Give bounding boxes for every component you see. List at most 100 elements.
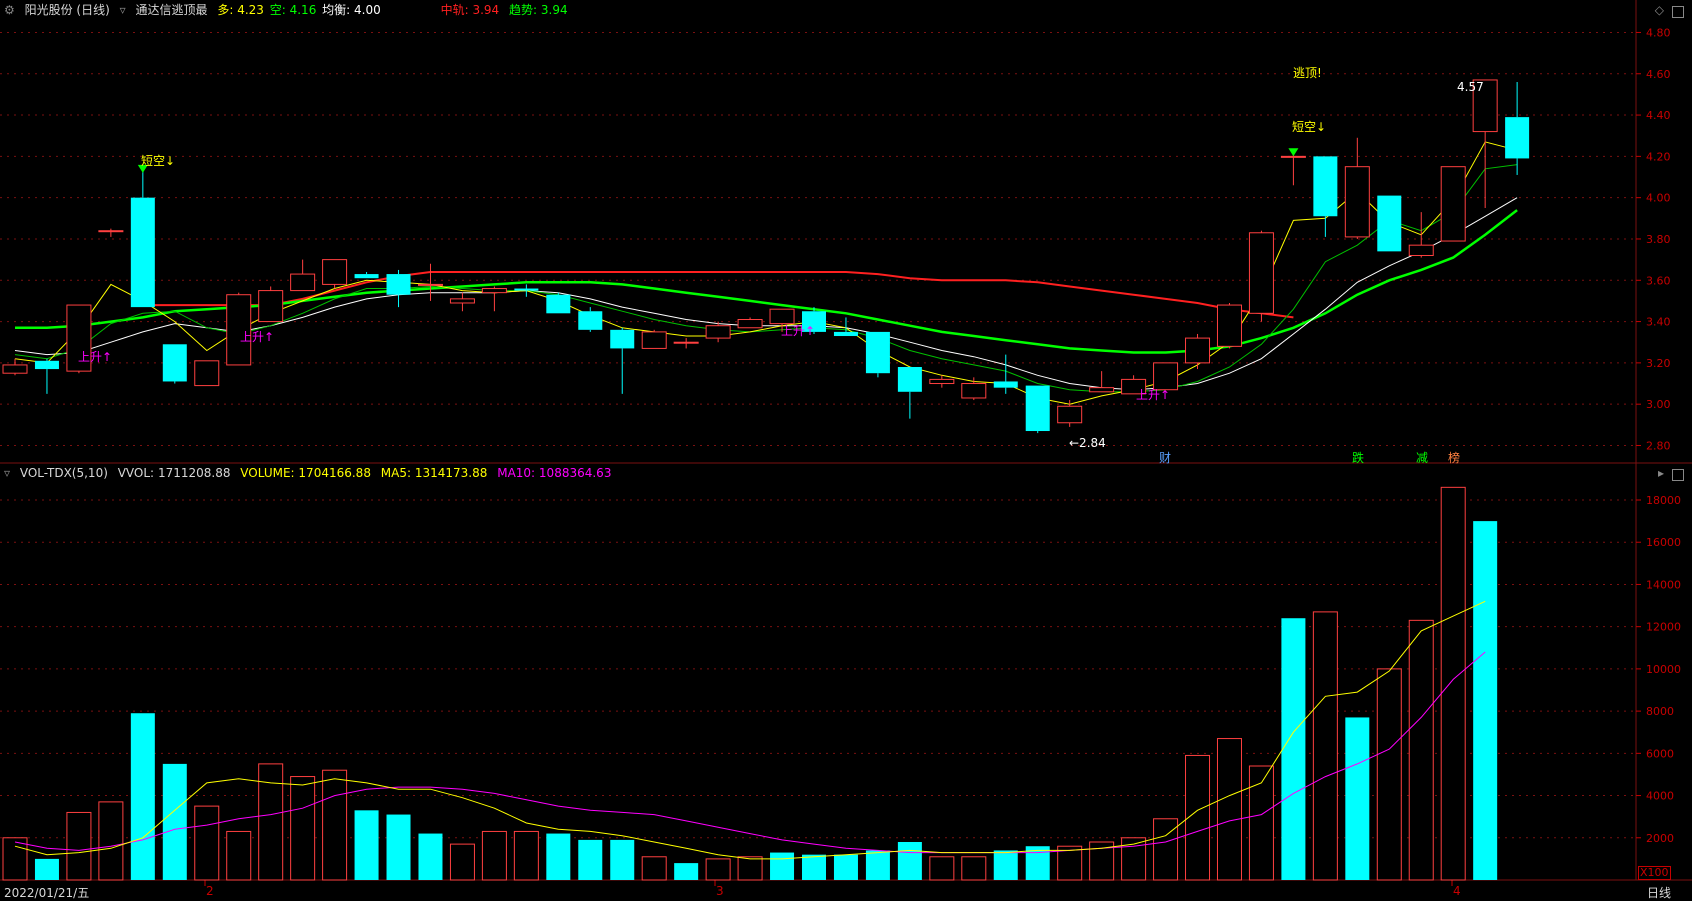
candle-body	[546, 294, 571, 314]
volume-bar	[1153, 818, 1179, 881]
volume-value: 1704166.88	[298, 466, 371, 480]
volume-bar	[386, 814, 411, 880]
volume-bar	[354, 810, 379, 880]
volume-tick-label: 4000	[1646, 790, 1674, 803]
kong-label: 空:	[269, 3, 286, 17]
volume-ma5-line	[14, 600, 1486, 860]
candle-body	[1408, 244, 1434, 256]
volume-bar	[98, 801, 124, 881]
candle-body	[1280, 155, 1306, 158]
candle-body	[1440, 166, 1466, 242]
candle-body	[481, 288, 507, 294]
candle-body	[1121, 378, 1147, 395]
collapse-icon[interactable]: ▿	[4, 466, 11, 480]
event-cai[interactable]: 财	[1159, 451, 1172, 465]
stock-title[interactable]: 阳光股份 (日线)	[24, 3, 110, 17]
volume-bar	[833, 854, 858, 880]
volume-maximize-button[interactable]	[1672, 469, 1684, 481]
candle-body	[897, 367, 922, 392]
escape-top-signal: 逃顶!	[1293, 66, 1322, 80]
kong-value: 4.16	[289, 3, 317, 17]
price-tick-label: 4.00	[1646, 192, 1671, 205]
volume-bar	[2, 837, 28, 881]
event-bang[interactable]: 榜	[1448, 451, 1461, 465]
candle-body	[865, 331, 890, 374]
candle-body	[1153, 362, 1179, 391]
volume-bar	[481, 830, 507, 881]
period-label[interactable]: 日线	[1647, 886, 1672, 900]
volume-bar	[674, 863, 699, 880]
maximize-button[interactable]	[1672, 6, 1684, 18]
price-tick-label: 3.40	[1646, 316, 1671, 329]
volume-bar	[1345, 717, 1370, 880]
low-price-label: ←2.84	[1069, 436, 1106, 450]
candle-body	[1025, 385, 1050, 432]
indicator-icon[interactable]: ▿	[119, 3, 126, 17]
month-mark-3: 3	[716, 884, 724, 898]
candle-body	[993, 381, 1018, 388]
volume-bar	[929, 856, 955, 881]
settings-icon[interactable]: ⚙	[4, 3, 15, 17]
candle-body	[98, 230, 124, 233]
vol-indicator-name[interactable]: VOL-TDX(5,10)	[19, 466, 108, 480]
ma5-label: MA5:	[380, 466, 412, 480]
candle-body	[1248, 232, 1274, 314]
ma10-label: MA10:	[497, 466, 536, 480]
volume-bar	[1057, 845, 1083, 881]
volume-bar	[418, 833, 443, 880]
candle-body	[737, 319, 763, 329]
month-mark-2: 2	[206, 884, 214, 898]
volume-bar	[610, 839, 635, 880]
event-die[interactable]: 跌	[1352, 451, 1365, 465]
volume-ma10-line	[14, 651, 1486, 854]
candle-body	[769, 308, 795, 325]
candle-body	[130, 197, 155, 308]
vvol-value: 1711208.88	[157, 466, 231, 480]
candle-body	[162, 344, 187, 382]
candle-body	[34, 360, 59, 370]
zhonggui-label: 中轨:	[440, 3, 469, 17]
event-jian[interactable]: 减	[1416, 451, 1429, 465]
candle-body	[1185, 337, 1211, 364]
volume-tick-label: 6000	[1646, 747, 1674, 760]
zhonggui-value: 3.94	[472, 3, 500, 17]
expand-icon[interactable]: ▸	[1657, 466, 1664, 480]
indicator-name[interactable]: 通达信逃顶最	[135, 3, 208, 17]
candle-body	[673, 341, 699, 344]
short-line	[14, 164, 1518, 393]
candle-body	[1216, 304, 1242, 347]
vvol-label: VVOL:	[117, 466, 155, 480]
candle-body	[258, 290, 284, 323]
candle-body	[705, 325, 731, 339]
short-sell-signal-2: 短空↓	[1292, 120, 1327, 134]
volume-bar	[865, 850, 890, 880]
candle-body	[354, 274, 379, 279]
price-tick-label: 4.40	[1646, 109, 1671, 122]
candle-body	[1344, 166, 1370, 238]
candle-body	[1505, 117, 1530, 159]
short-sell-arrow	[137, 164, 148, 173]
candle-body	[929, 378, 955, 385]
price-tick-label: 3.80	[1646, 233, 1671, 246]
candle-body	[514, 288, 539, 291]
price-tick-label: 4.80	[1646, 26, 1671, 39]
high-price-label: 4.57	[1457, 80, 1484, 94]
candle-body	[1377, 195, 1402, 252]
volume-bar	[961, 856, 987, 881]
volume-tick-label: 18000	[1646, 494, 1681, 507]
candle-body	[1057, 405, 1083, 424]
volume-bar	[993, 850, 1018, 880]
volume-bar	[641, 856, 667, 881]
candle-body	[802, 311, 826, 332]
volume-bar	[1440, 486, 1466, 881]
candle-body	[578, 311, 603, 330]
volume-header: ▿ VOL-TDX(5,10) VVOL: 1711208.88 VOLUME:…	[4, 465, 617, 481]
price-tick-label: 3.00	[1646, 398, 1671, 411]
volume-unit-label: X100	[1638, 866, 1671, 880]
volume-tick-label: 8000	[1646, 705, 1674, 718]
volume-tick-label: 12000	[1646, 621, 1681, 634]
volume-bar	[513, 830, 539, 881]
volume-bar	[1248, 765, 1274, 881]
diamond-icon[interactable]: ◇	[1654, 3, 1664, 17]
